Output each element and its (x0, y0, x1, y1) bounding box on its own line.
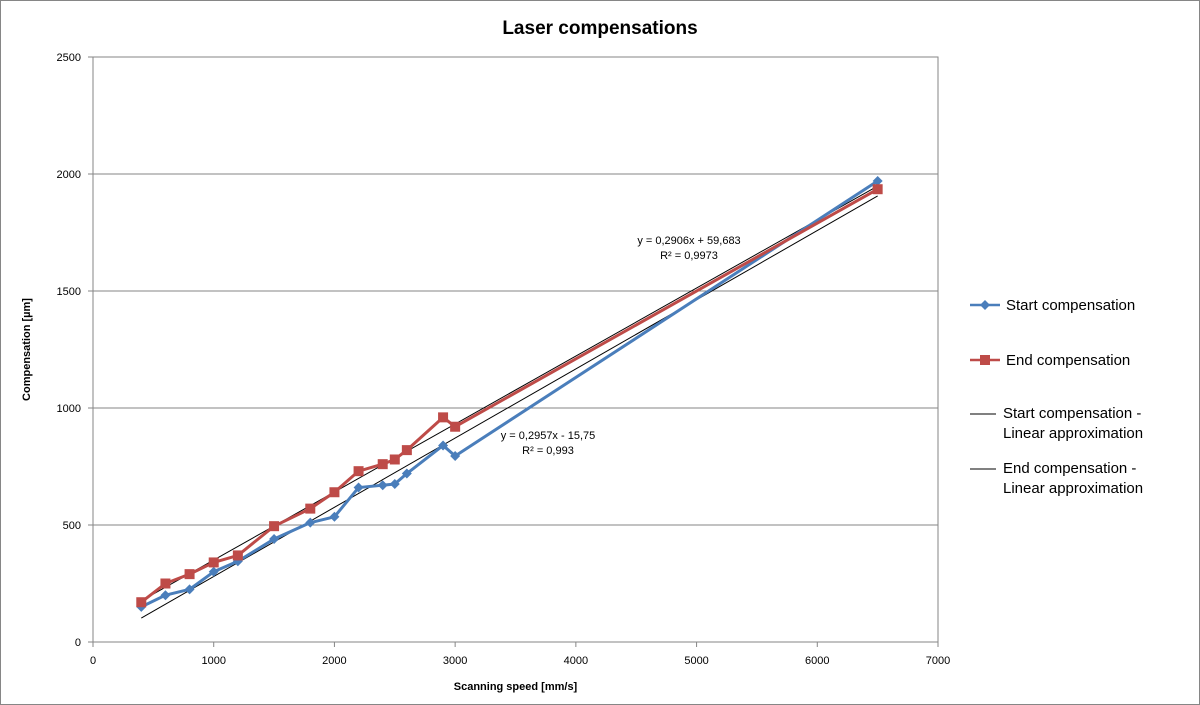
y-tick-label: 2000 (57, 169, 81, 181)
trendline-start-annotation: y = 0,2957x - 15,75 R² = 0,993 (501, 430, 595, 457)
legend-item-end-compensation: End compensation (970, 352, 1130, 369)
legend-label-start-linear-2: Linear approximation (1003, 425, 1143, 442)
x-tick-label: 2000 (322, 655, 346, 667)
chart-title: Laser compensations (502, 18, 697, 39)
data-point-end (329, 487, 340, 498)
data-point-start (438, 440, 449, 451)
data-point-start (184, 584, 195, 595)
trendlines (141, 185, 878, 619)
data-point-end (450, 421, 461, 432)
trendline-end (141, 185, 878, 602)
data-point-start (269, 534, 280, 545)
legend-swatch-start-marker (980, 300, 990, 310)
legend-label-end-compensation: End compensation (1006, 352, 1130, 369)
trendline-start (141, 195, 878, 619)
data-point-start (208, 566, 219, 577)
data-point-end (438, 412, 449, 423)
data-point-start (872, 176, 883, 187)
data-point-start (401, 468, 412, 479)
y-tick-label: 500 (63, 520, 81, 532)
data-point-start (305, 517, 316, 528)
legend-item-start-compensation: Start compensation (970, 297, 1135, 314)
legend-swatch-end-marker (980, 355, 990, 365)
legend-label-end-linear-1: End compensation - (1003, 460, 1136, 477)
legend-item-end-linear: End compensation - Linear approximation (970, 460, 1143, 497)
y-tick-label: 2500 (57, 52, 81, 64)
data-point-end (208, 557, 219, 568)
trendline-end-r2: R² = 0,9973 (660, 250, 718, 262)
data-point-start (160, 590, 171, 601)
x-tick-label: 7000 (926, 655, 950, 667)
data-point-end (160, 578, 171, 589)
data-point-end (269, 521, 280, 532)
y-axis-label: Compensation [µm] (21, 298, 33, 401)
data-point-end (184, 569, 195, 580)
legend: Start compensation End compensation Star… (970, 297, 1143, 497)
series (136, 176, 883, 612)
data-point-end (872, 184, 883, 195)
y-tick-label: 1000 (57, 403, 81, 415)
y-axis-ticks: 0 500 1000 1500 2000 2500 (57, 52, 93, 649)
trendline-end-annotation: y = 0,2906x + 59,683 R² = 0,9973 (637, 235, 740, 262)
x-tick-label: 3000 (443, 655, 467, 667)
x-axis-ticks: 0 1000 2000 3000 4000 5000 6000 7000 (90, 642, 950, 667)
data-point-start (353, 482, 364, 493)
data-point-end (353, 466, 364, 477)
grid (93, 56, 938, 643)
data-point-start (377, 480, 388, 491)
trendline-end-equation: y = 0,2906x + 59,683 (637, 235, 740, 247)
x-axis-label: Scanning speed [mm/s] (454, 681, 578, 693)
data-point-end (305, 503, 316, 514)
legend-label-start-compensation: Start compensation (1006, 297, 1135, 314)
plot-area (92, 56, 939, 643)
trendline-start-equation: y = 0,2957x - 15,75 (501, 430, 595, 442)
x-tick-label: 0 (90, 655, 96, 667)
x-tick-label: 1000 (201, 655, 225, 667)
trendline-start-r2: R² = 0,993 (522, 445, 574, 457)
data-point-end (377, 459, 388, 470)
legend-item-start-linear: Start compensation - Linear approximatio… (970, 405, 1143, 442)
data-point-end (389, 454, 400, 465)
data-point-end (401, 445, 412, 456)
y-tick-label: 0 (75, 637, 81, 649)
legend-label-start-linear-1: Start compensation - (1003, 405, 1141, 422)
legend-label-end-linear-2: Linear approximation (1003, 480, 1143, 497)
y-tick-label: 1500 (57, 286, 81, 298)
data-point-start (450, 450, 461, 461)
series-line-end (140, 187, 879, 604)
data-point-start (389, 479, 400, 490)
x-tick-label: 5000 (684, 655, 708, 667)
x-tick-label: 4000 (564, 655, 588, 667)
data-point-start (329, 511, 340, 522)
data-point-end (232, 550, 243, 561)
x-tick-label: 6000 (805, 655, 829, 667)
data-point-end (136, 597, 147, 608)
